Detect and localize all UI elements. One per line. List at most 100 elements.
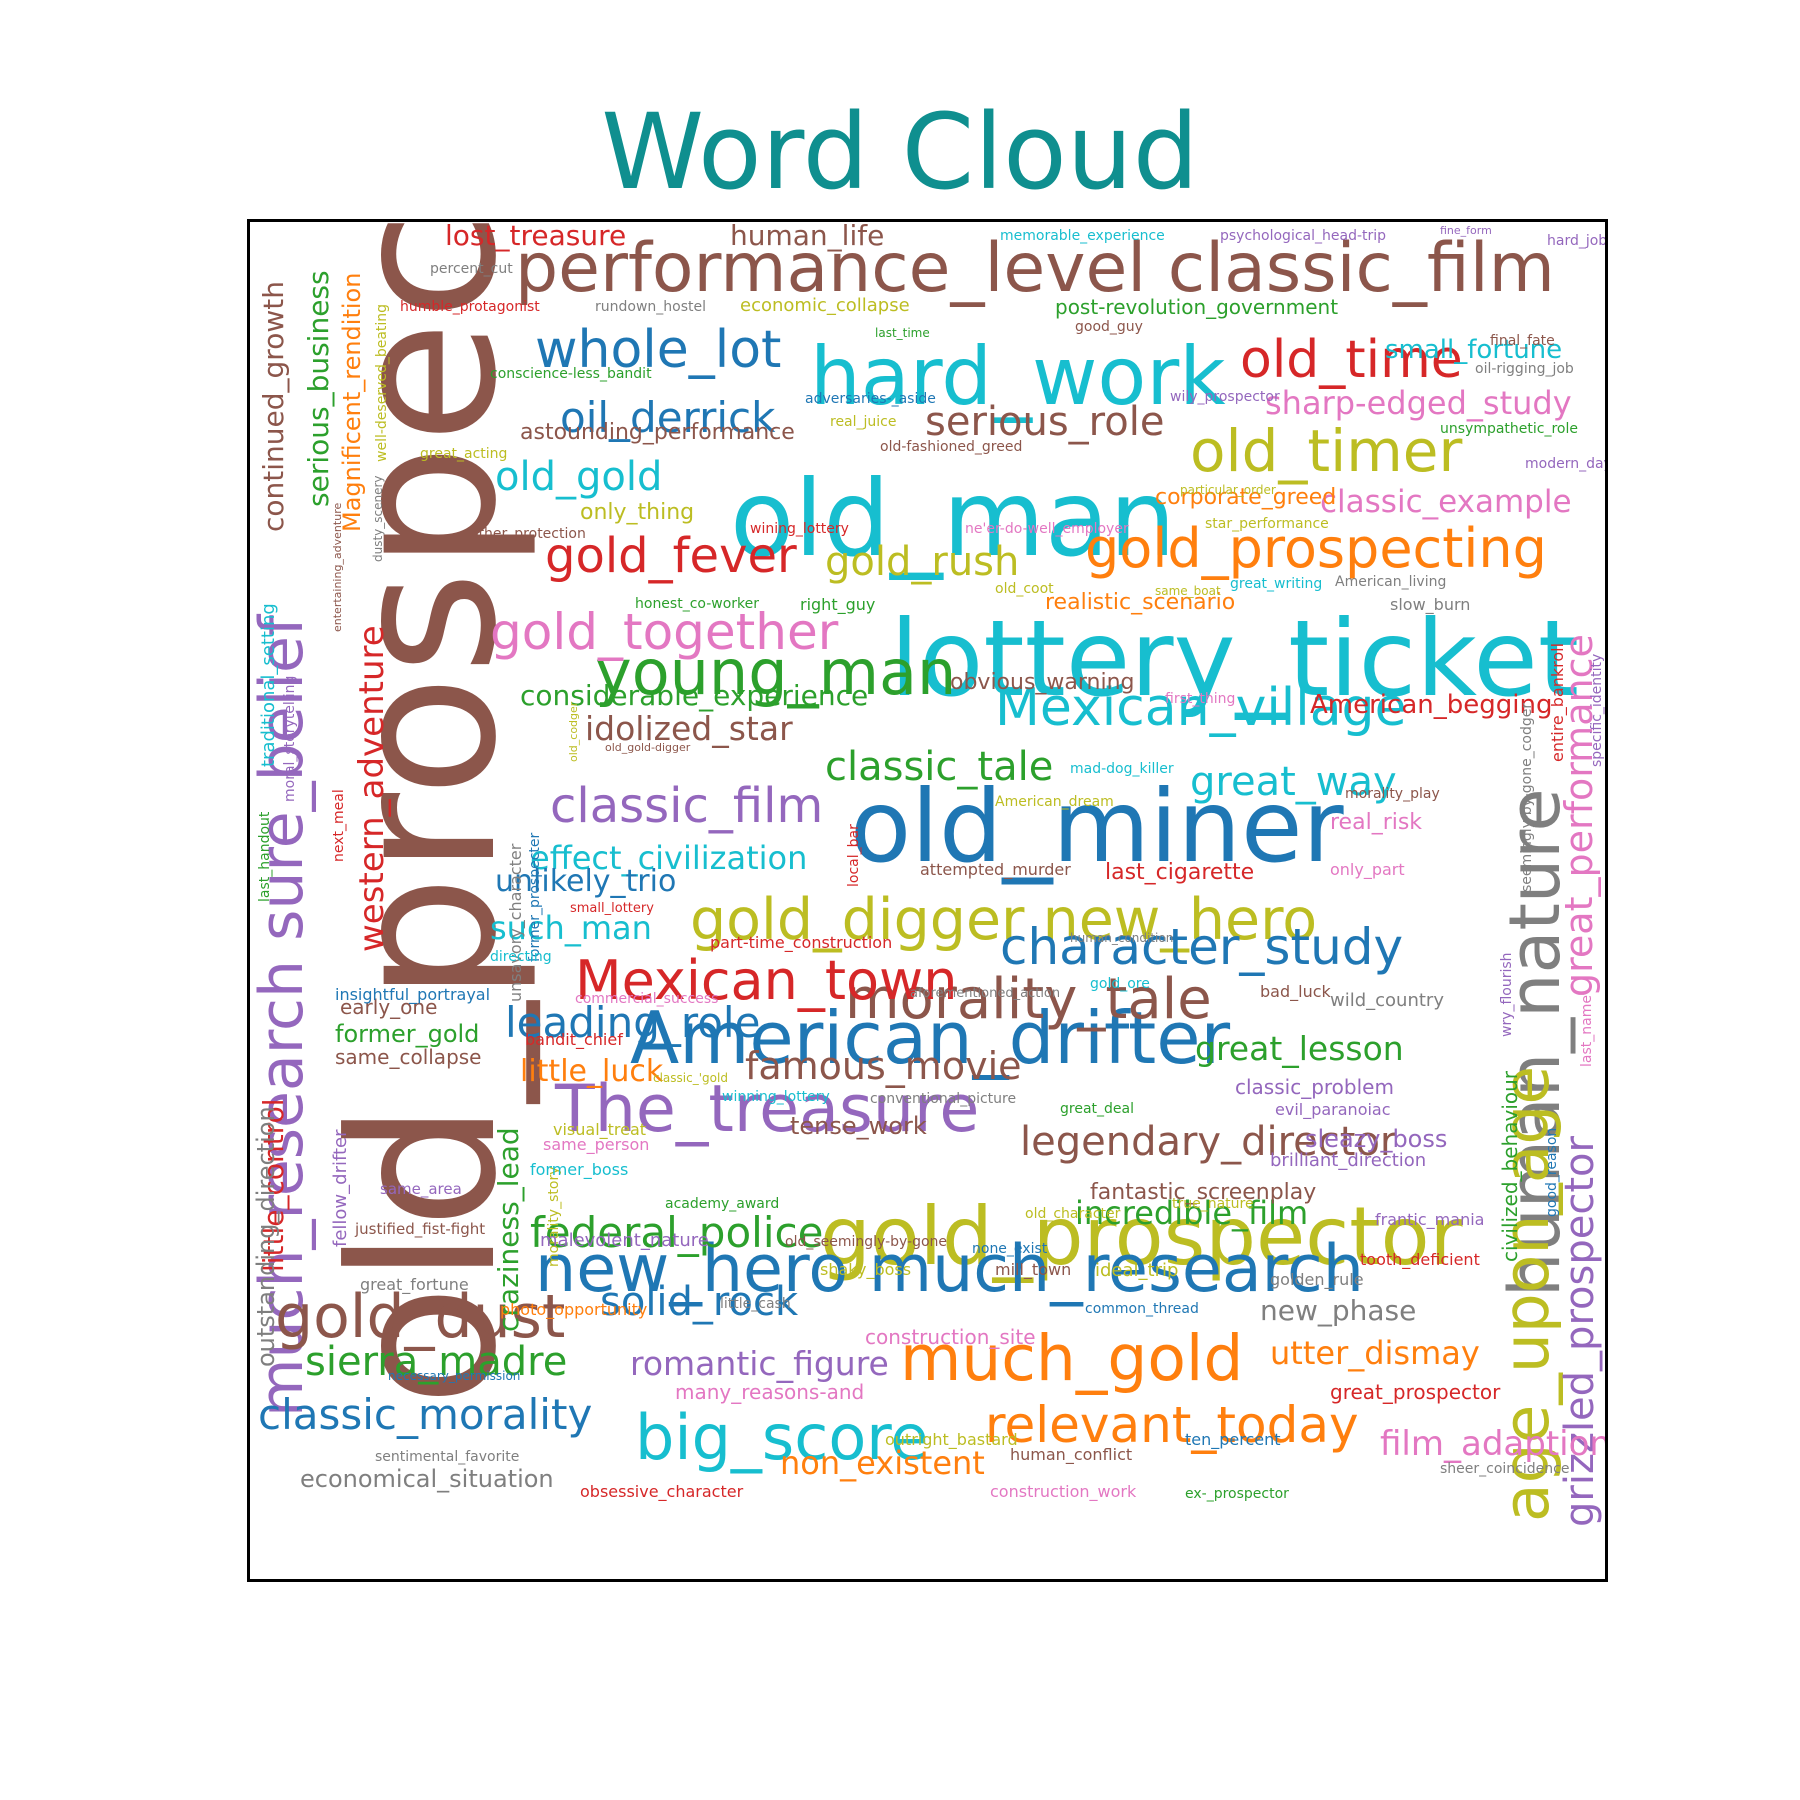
word-gold-dust: gold_dust [275,1282,566,1352]
word-such-man: such_man [490,909,652,947]
word-good-reason: good_reason [1544,1127,1560,1217]
word-small-fortune: small_fortune [1385,335,1563,365]
word-non-existent: non_existent [780,1444,985,1482]
word-sheer-coincidence: sheer_coincidence [1440,1461,1570,1477]
word-relevant-today: relevant_today [985,1396,1359,1454]
word-gold-fever: gold_fever [545,528,797,584]
word-continued-growth: continued_growth [257,281,290,532]
word-legendary-director: legendary_director [1020,1119,1397,1165]
word-human-life: human_life [730,219,885,252]
word-photo-opportunity: photo_opportunity [500,1300,648,1319]
word-ne-er-do-well-employer: ne'er-do-well_employer [965,521,1129,537]
word-tooth-deficient: tooth_deficient [1360,1250,1480,1269]
word-insightful-portrayal: insightful_portrayal [335,985,491,1004]
word-moral-storytelling: moral_storytelling [282,675,298,802]
word-great-fortune: great_fortune [360,1275,469,1294]
word-adversaries-aside: adversaries-_aside [805,391,936,407]
word-federal-police: federal_police [530,1208,824,1257]
word-film-adaption: film_adaption [1380,1424,1608,1464]
word-whole-lot: whole_lot [535,320,782,380]
word-much-gold: much_gold [900,1322,1244,1395]
word-good-guy: good_guy [1075,319,1143,335]
word-only-part: only_part [1330,860,1405,879]
word-dusty-scenery: dusty_scenery [371,475,385,562]
word-well-deserved-beating: well-deserved_beating [374,303,390,462]
word-ten-percent: ten_percent [1185,1430,1281,1449]
word-brilliant-direction: brilliant_direction [1270,1150,1427,1171]
word-bandit-chief: bandit_chief [525,1030,623,1049]
word-local-bar: local_bar [846,824,862,887]
word-mill-town: mill_town [995,1260,1072,1279]
word-outright-bastard: outright_bastard [885,1430,1018,1449]
word-winning-lottery: winning_lottery [722,1089,830,1105]
word-outstanding-direction: outstanding_direction [252,1106,280,1367]
word-golden-rule: golden_rule [1270,1270,1364,1289]
word-entertaining-adventure: entertaining_adventure [331,502,344,632]
word-magnificent-rendition: Magnificent_rendition [338,272,366,532]
word-many-reasons-and: many_reasons-and [675,1380,865,1404]
word-old-coot: old_coot [995,581,1054,597]
word-great-way: great_way [1190,759,1397,805]
word-post-revolution-government: post-revolution_government [1055,295,1339,319]
word-first-thing: first_thing [1165,691,1236,707]
word-hard-work: hard_work [810,330,1226,423]
word-same-area: same_area [380,1180,462,1198]
word-old-character: old_character [1025,1206,1121,1222]
word-early-one: early_one [340,995,438,1019]
word-traditional-setting: traditional_setting [258,603,279,767]
word-morality-tale: morality_tale [845,967,1212,1032]
word-small-lottery: small_lottery [570,901,654,916]
word-wild-country: wild_country [1330,990,1444,1011]
word-mexican-town: Mexican_town [575,949,958,1012]
word-american-dream: American_dream [995,794,1114,810]
word-old-fashioned-greed: old-fashioned_greed [880,439,1023,455]
word-sentimental-favorite: sentimental_favorite [375,1449,520,1465]
word-lost-treasure: lost_treasure [445,219,627,252]
word-great-writing: great_writing [1230,576,1323,592]
word-obsessive-character: obsessive_character [580,1482,744,1501]
word-last-name: last_name [1579,995,1595,1067]
word-young-man: young_man [595,636,957,709]
word-incredible-film: incredible_film [1075,1194,1309,1232]
word-classic-film: classic_film [550,778,824,834]
word-serious-business: serious_business [302,270,335,507]
word-morality-story: morality_story [546,1166,562,1267]
word-common-thread: common_thread [1085,1301,1199,1317]
word-malevolent-nature: malevolent_nature [540,1230,709,1251]
word-gold-prospector: gold_prospector [820,1190,1463,1283]
word-old-man: old_man [730,458,1176,580]
word-classic-gold: classic_'gold [653,1071,728,1085]
word-astounding-performance: astounding_performance [520,420,795,445]
word-western-adventure: western_adventure [352,625,392,952]
word-same-collapse: same_collapse [335,1045,482,1069]
word-other-protection: other_protection [470,526,586,542]
word-memorable-experience: memorable_experience [1000,228,1165,244]
word-real-risk: real_risk [1330,810,1423,835]
word-percent-cut: percent_cut [430,261,513,277]
word-true-nature: true_nature [1172,1196,1254,1212]
word-cloud-frame: old_prospector lottery_ticket old_man old_m… [247,219,1608,1582]
word-aforementioned-action: aforementioned_action [910,986,1061,1001]
word-sharp-edged-study: sharp-edged_study [1265,384,1572,422]
word-final-fate: final_fate [1490,333,1555,349]
word-leading-role: leading_role [505,998,761,1047]
word-the-treasure: The_treasure [555,1072,980,1147]
word-shaky-boss: shaky_boss [820,1260,912,1279]
word-considerable-experience: considerable_experience [520,679,869,712]
word-modern-day: modern_day [1525,456,1608,472]
word-only-thing: only_thing [580,500,695,525]
word-new-phase: new_phase [1260,1294,1417,1327]
word-wining-lottery: wining_lottery [750,521,849,537]
word-necessary-permission: necessary_permission [388,1369,521,1383]
word-next-meal: next_meal [331,789,347,862]
word-great-prospector: great_prospector [1330,1380,1501,1404]
word-oil-derrick: oil_derrick [560,393,776,442]
word-famous-movie: famous_movie [745,1044,1022,1088]
word-little-luck: little_luck [520,1054,664,1089]
word-directing: directing [490,949,552,965]
word-part-time-construction: part-time_construction [710,933,893,952]
word-sierra-madre: sierra_madre [305,1339,568,1385]
word-construction-work: construction_work [990,1482,1137,1501]
word-hard-job: hard_job [1547,233,1608,249]
word-great-lesson: great_lesson [1195,1029,1404,1068]
